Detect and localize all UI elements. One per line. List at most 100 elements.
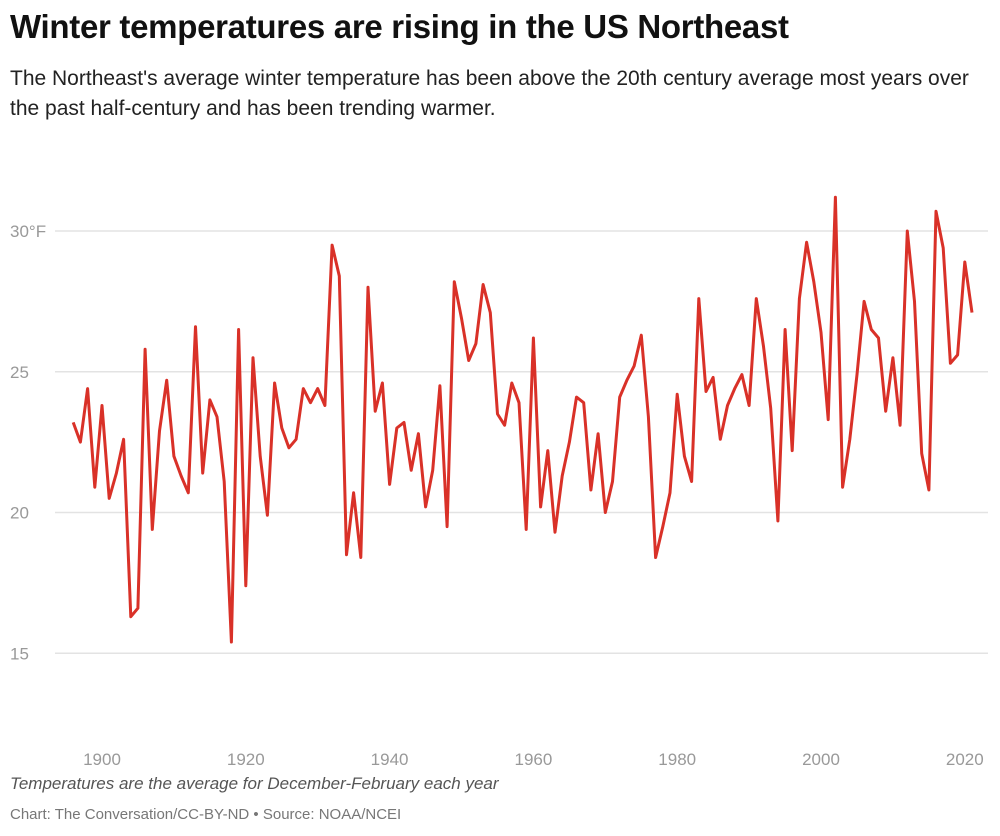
data-point (769, 406, 773, 410)
data-point (927, 488, 931, 492)
data-point (819, 330, 823, 334)
data-point (402, 420, 406, 424)
data-point (776, 519, 780, 523)
y-tick-label: 15 (10, 644, 29, 663)
data-point (330, 243, 334, 247)
data-point (797, 297, 801, 301)
data-point (646, 415, 650, 419)
data-point (575, 395, 579, 399)
data-point (956, 353, 960, 357)
data-point (503, 423, 507, 427)
data-point (711, 375, 715, 379)
data-point (783, 328, 787, 332)
x-tick-label: 1960 (514, 750, 552, 769)
data-point (280, 426, 284, 430)
data-point (438, 384, 442, 388)
data-point (388, 482, 392, 486)
data-point (215, 415, 219, 419)
data-point (488, 311, 492, 315)
data-point (690, 480, 694, 484)
data-point (208, 398, 212, 402)
data-point (733, 387, 737, 391)
data-point (359, 556, 363, 560)
data-point (654, 556, 658, 560)
data-point (898, 423, 902, 427)
data-point (920, 451, 924, 455)
data-point (905, 229, 909, 233)
data-point (86, 387, 90, 391)
data-point (416, 432, 420, 436)
x-tick-label: 1920 (227, 750, 265, 769)
data-point (93, 485, 97, 489)
data-point (761, 344, 765, 348)
data-point (481, 282, 485, 286)
data-point (661, 525, 665, 529)
data-point (129, 615, 133, 619)
data-point (632, 364, 636, 368)
data-point (251, 356, 255, 360)
data-point (323, 404, 327, 408)
data-point (78, 440, 82, 444)
y-tick-label: 25 (10, 363, 29, 382)
data-point (524, 527, 528, 531)
data-point (567, 440, 571, 444)
data-point (301, 387, 305, 391)
data-point (869, 328, 873, 332)
data-point (380, 381, 384, 385)
data-point (941, 246, 945, 250)
data-point (409, 468, 413, 472)
data-point (179, 474, 183, 478)
data-point (826, 418, 830, 422)
data-point (531, 336, 535, 340)
data-point (754, 297, 758, 301)
data-point (697, 297, 701, 301)
data-point (186, 491, 190, 495)
data-point (805, 240, 809, 244)
data-point (193, 325, 197, 329)
data-point (143, 347, 147, 351)
data-point (244, 584, 248, 588)
data-point (560, 474, 564, 478)
data-point (855, 373, 859, 377)
data-point (445, 525, 449, 529)
data-point (589, 488, 593, 492)
data-point (884, 409, 888, 413)
data-point (114, 471, 118, 475)
x-tick-label: 1980 (658, 750, 696, 769)
data-point (553, 530, 557, 534)
data-point (704, 389, 708, 393)
data-point (495, 412, 499, 416)
data-point (222, 480, 226, 484)
data-point (265, 513, 269, 517)
data-point (841, 485, 845, 489)
data-point (107, 496, 111, 500)
data-point (158, 429, 162, 433)
data-point (474, 342, 478, 346)
chart-title: Winter temperatures are rising in the US… (10, 8, 789, 45)
data-point (71, 420, 75, 424)
data-point (596, 432, 600, 436)
data-point (740, 373, 744, 377)
chart-subtitle: The Northeast's average winter temperatu… (10, 67, 969, 120)
data-point (237, 328, 241, 332)
data-point (172, 454, 176, 458)
data-point (675, 392, 679, 396)
data-point (539, 505, 543, 509)
series-line (71, 195, 974, 644)
data-point (682, 454, 686, 458)
data-point (812, 280, 816, 284)
chart-source: Chart: The Conversation/CC-BY-ND • Sourc… (10, 806, 402, 823)
data-point (546, 449, 550, 453)
line-chart: 30°F 25 20 15 1900 1920 1940 1960 1980 2000 2020 (10, 195, 988, 769)
data-point (934, 209, 938, 213)
data-point (517, 401, 521, 405)
data-point (639, 333, 643, 337)
x-tick-label: 1940 (371, 750, 409, 769)
data-point (122, 437, 126, 441)
y-tick-label: 30°F (10, 222, 46, 241)
data-point (610, 480, 614, 484)
data-point (790, 449, 794, 453)
data-point (294, 437, 298, 441)
data-point (862, 299, 866, 303)
x-tick-label: 2020 (946, 750, 984, 769)
